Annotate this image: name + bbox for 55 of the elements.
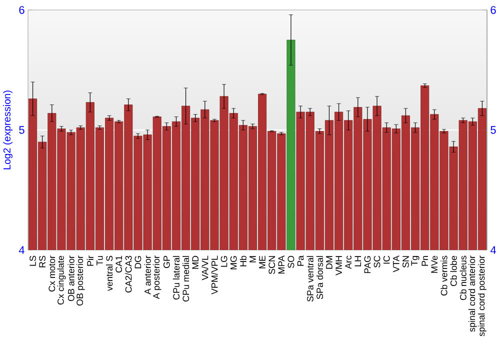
x-tick-label: GP xyxy=(163,256,170,268)
x-tick-label: Cb nucleus xyxy=(460,256,466,300)
x-tick-label: VMH xyxy=(336,256,342,276)
x-tick-label: CPu lateral xyxy=(172,256,180,300)
x-tick-label: DG xyxy=(134,256,142,268)
x-tick-label: VA/VL xyxy=(202,256,208,280)
x-tick-label: ventral S xyxy=(106,256,113,291)
x-tick-label: Cb vermis xyxy=(440,256,448,296)
x-tick-label: M xyxy=(250,256,256,262)
x-tick-label: VTA xyxy=(393,255,400,272)
x-tick-label: Cx motor xyxy=(48,256,56,292)
x-tick-label: CA1 xyxy=(116,256,122,273)
x-tick-label: LS xyxy=(30,256,36,266)
x-tick-label: SC xyxy=(374,256,380,268)
x-tick-label: SN xyxy=(402,256,409,268)
x-tick-label: SPa ventral xyxy=(306,256,314,302)
x-tick-label: OB posterior xyxy=(76,256,85,306)
x-tick-label: MG xyxy=(230,256,237,270)
y-tick-label: 4 xyxy=(18,246,24,254)
x-tick-label: Pa xyxy=(297,255,304,266)
y-axis-title: Log2 (expression) xyxy=(3,90,12,170)
y-tick-label: 5 xyxy=(19,126,24,134)
x-tick-label: CPu medial xyxy=(182,256,190,302)
x-tick-label: Pir xyxy=(86,256,94,266)
y2-tick-label: 5 xyxy=(490,126,496,134)
x-tick-label: Hb xyxy=(240,256,246,266)
x-tick-label: RS xyxy=(39,256,46,268)
x-tick-label: A anterior xyxy=(144,256,151,294)
x-tick-label: Pn xyxy=(422,256,428,266)
x-tick-label: spinal cord posterior xyxy=(478,256,486,336)
x-tick-label: PAG xyxy=(364,256,371,274)
x-tick-label: CA2/CA3 xyxy=(125,256,132,293)
x-tick-label: MPA xyxy=(278,255,284,274)
x-tick-label: Tg xyxy=(411,256,420,266)
x-tick-label: spinal cord anterior xyxy=(468,256,477,332)
x-tick-label: ME xyxy=(259,256,266,268)
x-tick-label: IC xyxy=(383,256,390,264)
y-tick-label: 6 xyxy=(19,6,24,14)
x-tick-label: SPa dorsal xyxy=(316,256,323,300)
x-tick-label: DM xyxy=(326,256,332,269)
x-tick-label: Tu xyxy=(96,256,103,266)
x-tick-label: Arc xyxy=(345,256,352,269)
x-tick-label: MD xyxy=(192,256,198,269)
x-tick-label: SO xyxy=(288,256,294,268)
x-tick-label: Cb lobe xyxy=(450,256,457,286)
x-tick-label: MVe xyxy=(431,256,438,273)
x-tick-label: A posterior xyxy=(152,256,162,299)
x-tick-label: Cx cingulate xyxy=(57,256,66,305)
x-tick-label: SCN xyxy=(268,256,276,274)
x-tick-label: LH xyxy=(354,256,361,266)
x-tick-label: OB anterior xyxy=(68,256,74,302)
y2-tick-label: 4 xyxy=(490,246,496,254)
x-tick-label: VPM/VPL xyxy=(211,256,218,294)
y2-tick-label: 6 xyxy=(490,6,496,14)
x-tick-label: LG xyxy=(220,256,228,267)
